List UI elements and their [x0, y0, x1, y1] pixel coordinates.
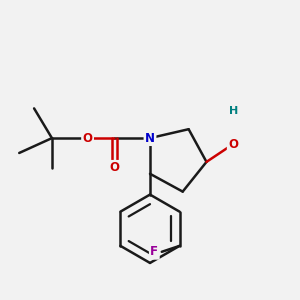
- Text: O: O: [228, 138, 238, 151]
- Text: O: O: [109, 161, 119, 174]
- Text: O: O: [82, 132, 93, 145]
- Text: H: H: [229, 106, 238, 116]
- Text: N: N: [145, 132, 155, 145]
- Text: F: F: [150, 245, 158, 258]
